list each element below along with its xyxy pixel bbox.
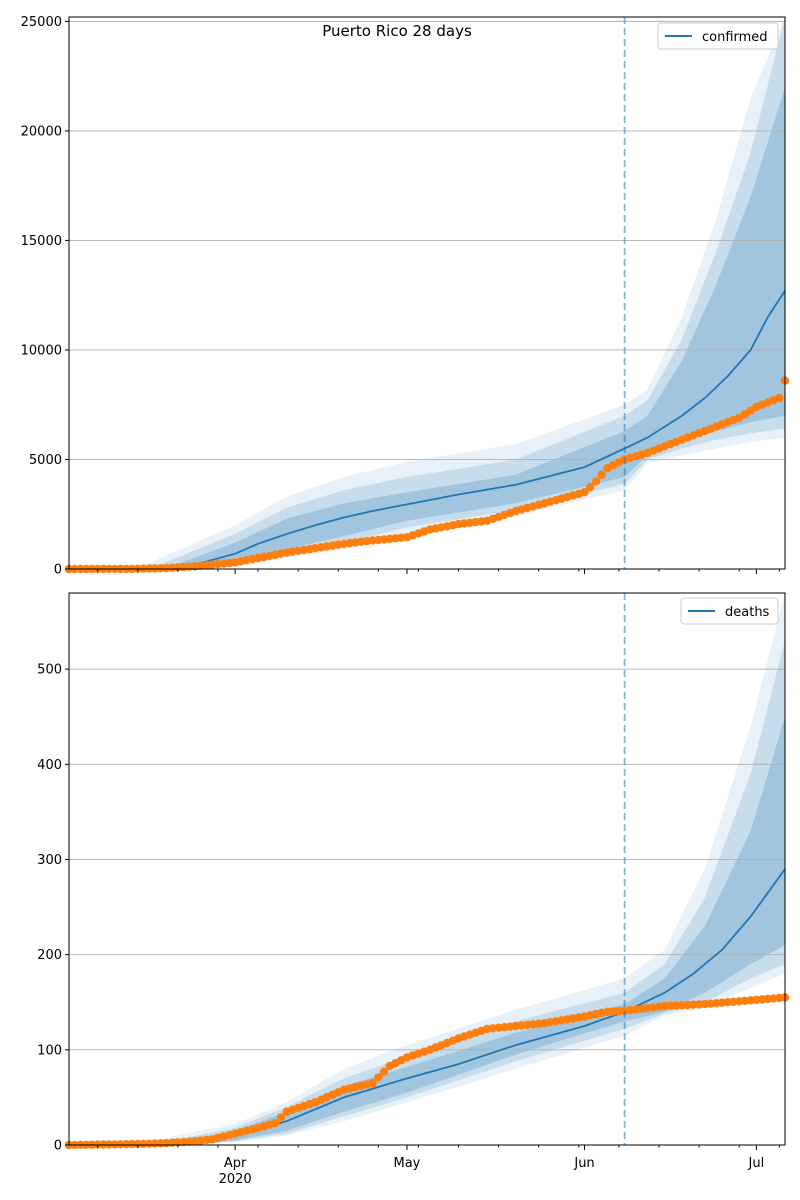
deaths-axes-border [68,592,786,1146]
deaths-x-tick-label-0: Apr [224,1156,247,1171]
deaths-x-tick-label-3: Jul [748,1156,765,1171]
deaths-y-tick-label-1: 100 [37,1043,62,1058]
confirmed-chart: 0 5000 10000 15000 20000 25000 Puerto Rico 28… [21,15,790,578]
deaths-observed-point-12 [133,1139,142,1149]
confirmed-observed-point-124 [775,393,784,403]
confirmed-observed-point-93 [597,470,606,479]
confirmed-y-tick-label-2: 10000 [21,343,62,358]
deaths-band-2 [172,593,786,1145]
confirmed-band-1 [154,17,785,569]
deaths-observed-point-8 [110,1140,120,1149]
deaths-uncertainty-bands [172,593,786,1145]
confirmed-model-series-0 [69,290,786,570]
confirmed-y-tick-label-4: 20000 [21,124,62,139]
confirmed-y-tick-label-1: 5000 [29,453,62,468]
deaths-x-tick-sublabel-0: 2020 [219,1172,252,1187]
confirmed-uncertainty-bands [143,17,785,569]
deaths-legend: deaths [680,597,779,625]
confirmed-y-tick-label-0: 0 [54,563,62,578]
confirmed-observed-point-90 [580,488,589,497]
deaths-y-tick-label-3: 300 [37,853,62,868]
confirmed-band-0 [166,87,785,569]
deaths-axes-frame [68,592,786,1146]
deaths-y-tick-label-2: 200 [37,948,62,963]
confirmed-observed-points [64,376,790,574]
deaths-x-tick-label-1: May [394,1156,421,1171]
confirmed-ticks: 0 5000 10000 15000 20000 25000 [21,15,780,578]
confirmed-observed-point-91 [586,482,595,492]
deaths-observed-point-55 [379,1067,389,1076]
deaths-x-tick-label-2: Jun [573,1156,594,1171]
deaths-band-1 [183,640,786,1145]
confirmed-axes-border [68,16,786,570]
confirmed-y-tick-label-3: 15000 [21,234,62,249]
confirmed-legend: confirmed [657,22,779,50]
legend-box [657,22,779,50]
confirmed-gridlines [69,20,785,460]
confirmed-observed-point-92 [591,477,601,486]
deaths-observed-point-36 [271,1118,280,1128]
confirmed-band-2 [143,17,785,569]
deaths-observed-point-53 [368,1078,377,1088]
deaths-observed-points [64,993,790,1150]
legend-label: confirmed [702,30,768,45]
deaths-observed-point-37 [276,1113,286,1122]
confirmed-axes-frame [68,16,786,570]
chart-title: Puerto Rico 28 days [322,22,472,40]
deaths-y-tick-label-5: 500 [37,663,62,678]
deaths-band-0 [195,716,785,1145]
deaths-observed-point-54 [374,1073,383,1082]
legend-box [680,597,779,625]
deaths-y-tick-label-4: 400 [37,758,62,773]
confirmed-model-line [69,290,786,570]
deaths-y-tick-label-0: 0 [54,1139,62,1154]
legend-label: deaths [725,605,770,620]
confirmed-y-tick-label-5: 25000 [21,15,62,30]
